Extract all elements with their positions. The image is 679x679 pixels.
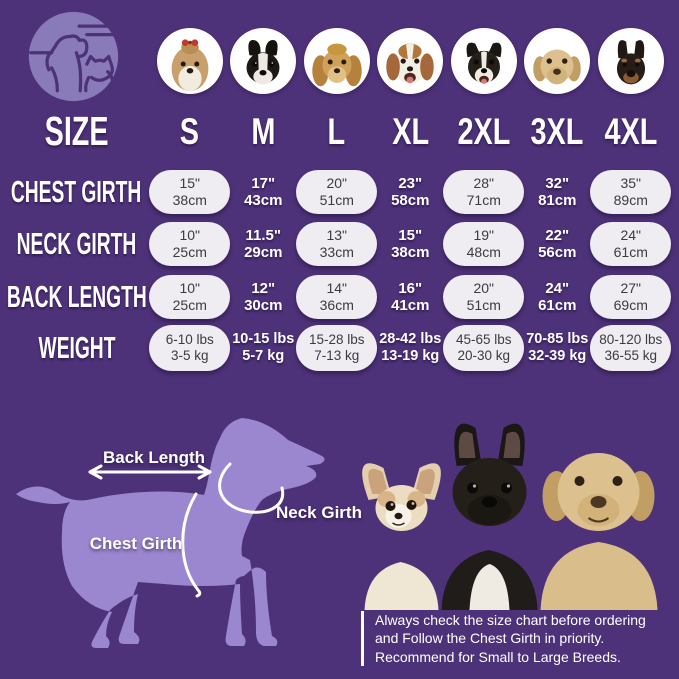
- back-length-row: BACK LENGTH 10" 25cm 12" 30cm 14" 36cm 16" 4…: [0, 275, 672, 319]
- size-col-2xl: 2XL: [457, 110, 511, 152]
- weight-4xl: 80-120 lbs 36-55 kg: [590, 325, 672, 371]
- french-bulldog-medium: [441, 423, 538, 610]
- neck-girth-label: Neck Girth: [276, 503, 362, 522]
- weight-3xl: 70-85 lbs 32-39 kg: [526, 331, 589, 364]
- chest-girth-m: 17" 43cm: [244, 174, 283, 209]
- chest-girth-4xl: 35" 89cm: [590, 170, 672, 214]
- neck-girth-l: 13" 33cm: [296, 222, 378, 266]
- measurement-diagram: Back Length Neck Girth Chest Girth: [4, 404, 362, 676]
- weight-m: 10-15 lbs 5-7 kg: [232, 331, 295, 364]
- note-line-2: and Follow the Chest Girth in priority.: [375, 630, 605, 647]
- size-col-l: L: [327, 110, 346, 152]
- chest-girth-3xl: 32" 81cm: [538, 174, 577, 209]
- neck-girth-2xl: 19" 48cm: [443, 222, 525, 266]
- dog-photo-border-collie-icon: [450, 28, 517, 94]
- chest-girth-row: CHEST GIRTH 15" 38cm 17" 43cm 20" 51cm 23" 5…: [0, 170, 672, 214]
- size-col-3xl: 3XL: [530, 110, 584, 152]
- size-header: SIZE: [44, 108, 109, 154]
- weight-2xl: 45-65 lbs 20-30 kg: [443, 325, 525, 371]
- neck-girth-s: 10" 25cm: [149, 222, 231, 266]
- weight-l: 15-28 lbs 7-13 kg: [296, 325, 378, 371]
- dog-photo-boston-terrier-icon: [230, 28, 297, 94]
- row-label-weight: WEIGHT: [38, 330, 115, 365]
- back-length-2xl: 20" 51cm: [443, 275, 525, 319]
- back-length-xl: 16" 41cm: [391, 279, 430, 314]
- note-line-3: Recommend for Small to Large Breeds.: [375, 648, 621, 665]
- weight-row: WEIGHT 6-10 lbs 3-5 kg 10-15 lbs 5-7 kg 15…: [0, 325, 672, 371]
- neck-girth-4xl: 24" 61cm: [590, 222, 672, 266]
- neck-girth-m: 11.5" 29cm: [244, 226, 283, 261]
- note-line-1: Always check the size chart before order…: [375, 612, 646, 628]
- back-length-4xl: 27" 69cm: [590, 275, 672, 319]
- measurement-lines: [88, 462, 285, 598]
- size-col-4xl: 4XL: [604, 110, 658, 152]
- dog-photo-doberman-icon: [597, 28, 664, 94]
- size-col-xl: XL: [391, 110, 429, 152]
- neck-girth-xl: 15" 38cm: [391, 226, 430, 261]
- chihuahua-small: [362, 463, 441, 610]
- neck-girth-3xl: 22" 56cm: [538, 226, 577, 261]
- dog-photo-labrador-icon: [524, 28, 591, 94]
- size-col-m: M: [251, 110, 276, 152]
- back-length-3xl: 24" 61cm: [538, 279, 577, 314]
- chest-girth-2xl: 28" 71cm: [443, 170, 525, 214]
- back-length-m: 12" 30cm: [244, 279, 283, 314]
- neck-girth-row: NECK GIRTH 10" 25cm 11.5" 29cm 13" 33cm 15"…: [0, 222, 672, 266]
- dog-photo-beagle-icon: [377, 28, 444, 94]
- weight-s: 6-10 lbs 3-5 kg: [149, 325, 231, 371]
- back-length-s: 10" 25cm: [149, 275, 231, 319]
- labrador-large: [540, 453, 658, 610]
- row-label-neck-girth: NECK GIRTH: [16, 226, 137, 261]
- row-label-back-length: BACK LENGTH: [6, 279, 147, 314]
- row-label-chest-girth: CHEST GIRTH: [11, 174, 142, 209]
- size-col-s: S: [180, 110, 200, 152]
- chest-girth-s: 15" 38cm: [149, 170, 231, 214]
- weight-xl: 28-42 lbs 13-19 kg: [379, 331, 442, 364]
- sizing-note: Always check the size chart before order…: [361, 611, 677, 667]
- chest-girth-label: Chest Girth: [89, 534, 183, 553]
- chest-girth-l: 20" 51cm: [296, 170, 378, 214]
- dog-photo-cocker-spaniel-icon: [303, 28, 370, 94]
- back-length-l: 14" 36cm: [296, 275, 378, 319]
- chest-girth-xl: 23" 58cm: [391, 174, 430, 209]
- back-length-label: Back Length: [102, 448, 206, 467]
- three-dogs-photo: [348, 402, 679, 615]
- dog-silhouette: [16, 418, 325, 648]
- dog-and-cat-logo-icon: [26, 9, 121, 109]
- dog-photo-shih-tzu-icon: [156, 28, 223, 94]
